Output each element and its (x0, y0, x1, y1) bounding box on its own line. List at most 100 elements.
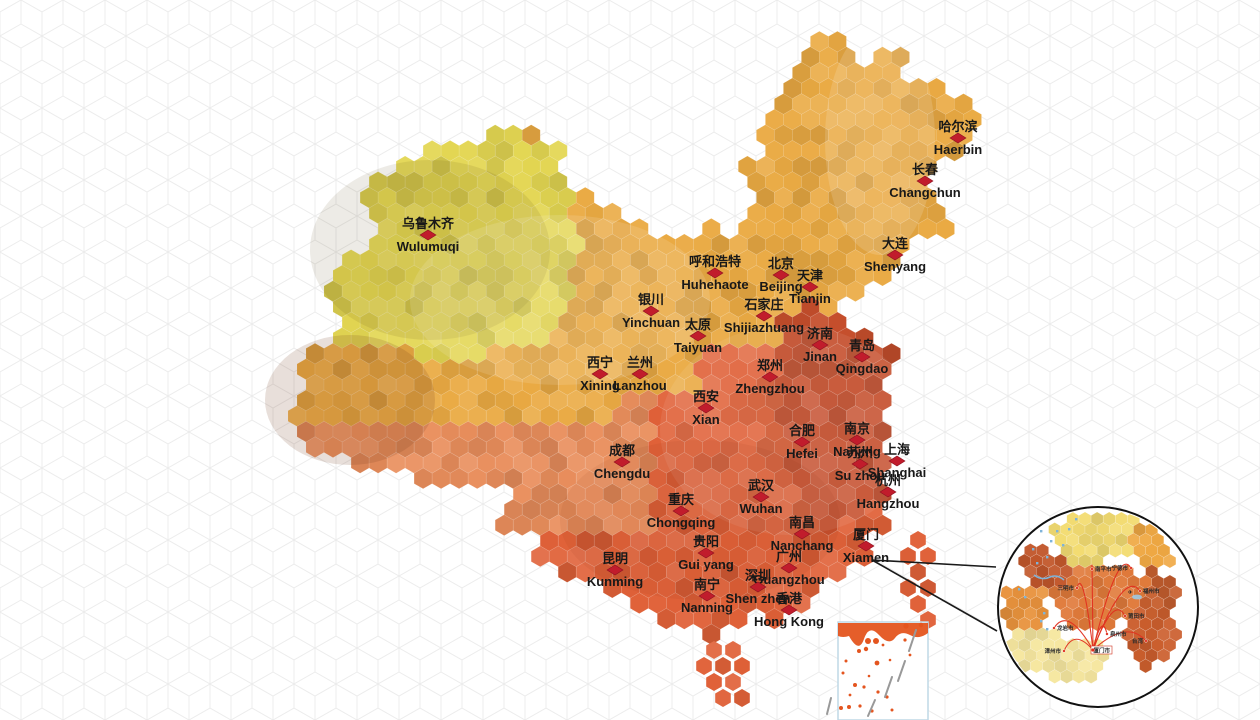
inset-hub-dot[interactable] (1091, 648, 1095, 652)
inset-hub-label[interactable]: 厦门市 (1094, 646, 1111, 654)
city-marker-diamond-icon[interactable] (848, 434, 866, 446)
city-label-zh: 贵阳 (693, 534, 719, 549)
city-su-zhou[interactable]: 苏州 Su zhou (835, 445, 886, 483)
water-dot (1075, 518, 1078, 521)
city-label-en: Beijing (759, 279, 802, 294)
city-marker-diamond-icon[interactable] (672, 505, 690, 517)
city-label-zh: 西安 (693, 389, 719, 404)
city-hong-kong[interactable]: 香港 Hong Kong (754, 591, 824, 629)
inset-city-dot[interactable] (1129, 566, 1133, 570)
city-label-en: Chongqing (647, 515, 716, 530)
city-label-en: Lanzhou (613, 378, 666, 393)
city-guangzhou[interactable]: 广州 Guangzhou (753, 549, 825, 587)
city-marker-diamond-icon[interactable] (689, 330, 707, 342)
city-label-zh: 昆明 (602, 551, 628, 566)
city-tianjin[interactable]: 天津 Tianjin (789, 268, 831, 306)
city-changchun[interactable]: 长春 Changchun (889, 162, 961, 200)
city-marker-diamond-icon[interactable] (419, 229, 437, 241)
water-dot (1040, 530, 1043, 533)
city-chongqing[interactable]: 重庆 Chongqing (647, 492, 716, 530)
city-nanning[interactable]: 南宁 Nanning (681, 577, 733, 615)
city-marker-diamond-icon[interactable] (631, 368, 649, 380)
inset-city-dot[interactable] (1090, 567, 1094, 571)
city-marker-diamond-icon[interactable] (879, 486, 897, 498)
city-marker-diamond-icon[interactable] (697, 402, 715, 414)
city-lanzhou[interactable]: 兰州 Lanzhou (613, 355, 666, 393)
city-marker-diamond-icon[interactable] (697, 547, 715, 559)
city-hangzhou[interactable]: 杭州 Hangzhou (857, 473, 920, 511)
city-marker-diamond-icon[interactable] (698, 590, 716, 602)
city-marker-diamond-icon[interactable] (949, 132, 967, 144)
city-wulumuqi[interactable]: 乌鲁木齐 Wulumuqi (397, 216, 460, 254)
city-nanjing[interactable]: 南京 Nanjing (833, 421, 881, 459)
city-huhehaote[interactable]: 呼和浩特 Huhehaote (681, 254, 748, 292)
city-chengdu[interactable]: 成都 Chengdu (594, 443, 650, 481)
city-label-en: Yinchuan (622, 315, 680, 330)
city-label-zh: 北京 (768, 256, 794, 271)
city-shijiazhuang[interactable]: 石家庄 Shijiazhuang (724, 297, 804, 335)
city-label-en: Qingdao (836, 361, 889, 376)
city-xiamen[interactable]: 厦门 Xiamen (843, 527, 889, 565)
city-marker-diamond-icon[interactable] (772, 269, 790, 281)
city-marker-diamond-icon[interactable] (793, 436, 811, 448)
city-beijing[interactable]: 北京 Beijing (759, 256, 802, 294)
city-marker-diamond-icon[interactable] (780, 562, 798, 574)
city-label-zh: 西宁 (587, 355, 613, 370)
city-marker-diamond-icon[interactable] (811, 339, 829, 351)
city-wuhan[interactable]: 武汉 Wuhan (739, 478, 782, 516)
inset-city-dot[interactable] (1052, 626, 1056, 630)
water-dot (1068, 528, 1071, 531)
city-qingdao[interactable]: 青岛 Qingdao (836, 338, 889, 376)
city-shenyang[interactable]: 大连 Shenyang (864, 236, 926, 274)
city-marker-diamond-icon[interactable] (755, 310, 773, 322)
inset-city-dot[interactable] (1123, 614, 1127, 618)
city-marker-diamond-icon[interactable] (749, 581, 767, 593)
city-marker-diamond-icon[interactable] (780, 604, 798, 616)
city-marker-diamond-icon[interactable] (642, 305, 660, 317)
city-xining[interactable]: 西宁 Xining (580, 355, 620, 393)
city-nanchang[interactable]: 南昌 Nanchang (771, 515, 834, 553)
city-label-en: Wuhan (739, 501, 782, 516)
city-marker-diamond-icon[interactable] (793, 528, 811, 540)
city-shen-zhen[interactable]: 深圳 Shen zhen (725, 568, 790, 606)
inset-city-dot[interactable] (1105, 632, 1109, 636)
city-jinan[interactable]: 济南 Jinan (803, 326, 837, 364)
city-haerbin[interactable]: 哈尔滨 Haerbin (934, 119, 982, 157)
inset-city-dot[interactable] (1062, 649, 1066, 653)
city-marker-diamond-icon[interactable] (801, 281, 819, 293)
south-china-sea-inset (826, 621, 929, 720)
city-xian[interactable]: 西安 Xian (692, 389, 720, 427)
city-marker-diamond-icon[interactable] (886, 249, 904, 261)
airplane-icon: ✈ (1128, 589, 1133, 596)
city-hefei[interactable]: 合肥 Hefei (786, 423, 818, 461)
city-marker-diamond-icon[interactable] (851, 458, 869, 470)
city-kunming[interactable]: 昆明 Kunming (587, 551, 643, 589)
city-marker-diamond-icon[interactable] (591, 368, 609, 380)
city-marker-diamond-icon[interactable] (752, 491, 770, 503)
inset-city-dot[interactable] (1144, 639, 1148, 643)
city-label-en: Hangzhou (857, 496, 920, 511)
photo-tint-blob (310, 160, 550, 340)
city-zhengzhou[interactable]: 郑州 Zhengzhou (735, 358, 804, 396)
city-marker-diamond-icon[interactable] (853, 351, 871, 363)
city-marker-diamond-icon[interactable] (761, 371, 779, 383)
inset-city-dot[interactable] (1075, 586, 1079, 590)
city-marker-diamond-icon[interactable] (857, 540, 875, 552)
inset-city-dot[interactable] (1138, 589, 1142, 593)
city-marker-diamond-icon[interactable] (606, 564, 624, 576)
city-label-en: Chengdu (594, 466, 650, 481)
inset-city-label: 泉州市 (1109, 630, 1127, 638)
city-label-zh: 呼和浩特 (689, 254, 741, 269)
city-label-zh: 合肥 (789, 423, 815, 438)
city-label-zh: 重庆 (668, 492, 694, 507)
city-marker-diamond-icon[interactable] (916, 175, 934, 187)
city-marker-diamond-icon[interactable] (613, 456, 631, 468)
city-gui-yang[interactable]: 贵阳 Gui yang (678, 534, 734, 572)
city-label-zh: 香港 (775, 591, 803, 606)
city-marker-diamond-icon[interactable] (888, 455, 906, 467)
city-label-en: Nanchang (771, 538, 834, 553)
city-yinchuan[interactable]: 银川 Yinchuan (622, 292, 680, 330)
city-taiyuan[interactable]: 太原 Taiyuan (674, 317, 722, 355)
city-marker-diamond-icon[interactable] (706, 267, 724, 279)
city-shanghai[interactable]: 上海 Shanghai (868, 442, 927, 480)
